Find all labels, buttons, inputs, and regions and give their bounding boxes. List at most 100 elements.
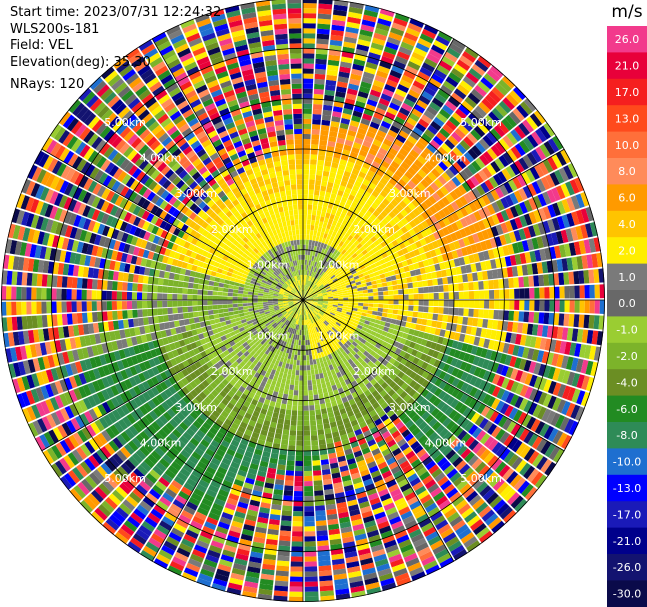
radar-gate: [316, 281, 321, 286]
radar-gate: [303, 118, 312, 125]
radar-gate: [470, 129, 482, 141]
radar-gate: [396, 50, 411, 61]
radar-gate: [459, 139, 471, 151]
radar-gate: [381, 330, 388, 337]
radar-gate: [352, 307, 358, 312]
radar-gate: [388, 304, 394, 309]
radar-gate: [357, 252, 364, 259]
radar-gate: [349, 280, 356, 285]
radar-gate: [588, 269, 595, 284]
radar-gate: [448, 292, 454, 300]
radar-gate: [389, 270, 396, 277]
radar-gate: [318, 276, 324, 282]
radar-gate: [309, 282, 313, 287]
radar-gate: [312, 235, 317, 241]
radar-gate: [502, 418, 513, 431]
radar-gate: [312, 250, 316, 257]
radar-gate: [556, 432, 568, 447]
radar-gate: [304, 571, 318, 577]
radar-gate: [420, 151, 431, 161]
radar-gate: [428, 195, 437, 205]
radar-gate: [304, 475, 313, 482]
radar-gate: [508, 111, 521, 125]
radar-gate: [332, 183, 340, 190]
radar-gate: [285, 475, 294, 481]
radar-gate: [377, 65, 390, 74]
radar-gate: [403, 265, 410, 273]
radar-gate: [397, 249, 404, 257]
radar-gate: [374, 198, 382, 206]
radar-gate: [458, 351, 466, 361]
radar-gate: [478, 169, 488, 182]
radar-gate: [465, 71, 480, 84]
radar-gate: [468, 308, 474, 317]
radar-gate: [320, 185, 327, 192]
radar-gate: [363, 108, 374, 117]
radar-gate: [323, 255, 328, 261]
radar-gate: [304, 290, 308, 296]
radar-gate: [551, 353, 560, 367]
radar-gate: [356, 95, 368, 104]
radar-gate: [489, 300, 495, 309]
radar-gate: [342, 304, 349, 307]
radar-gate: [490, 189, 500, 201]
radar-gate: [411, 256, 418, 264]
radar-gate: [463, 291, 470, 300]
radar-gate: [450, 201, 460, 211]
radar-gate: [380, 55, 394, 65]
radar-gate: [509, 394, 520, 407]
radar-gate: [417, 37, 432, 49]
radar-gate: [330, 29, 344, 37]
radar-gate: [321, 289, 327, 293]
radar-gate: [317, 226, 323, 232]
radar-gate: [393, 195, 403, 204]
radar-gate: [505, 93, 519, 107]
radar-gate: [316, 246, 320, 253]
radar-gate: [319, 264, 323, 270]
radar-gate: [406, 153, 417, 163]
radar-gate: [391, 97, 403, 107]
radar-gate: [556, 326, 564, 340]
radar-gate: [393, 93, 405, 103]
radar-gate: [317, 303, 323, 306]
radar-gate: [461, 342, 469, 352]
radar-gate: [306, 365, 311, 371]
radar-gate: [340, 230, 347, 237]
radar-gate: [305, 239, 309, 245]
radar-gate: [426, 105, 438, 116]
radar-gate: [312, 296, 318, 299]
radar-gate: [540, 176, 551, 191]
radar-gate: [303, 365, 307, 371]
radar-gate: [589, 284, 595, 299]
radar-gate: [599, 300, 605, 314]
radar-gate: [436, 321, 443, 329]
radar-gate: [326, 290, 333, 294]
radar-gate: [347, 289, 353, 293]
radar-gate: [391, 65, 404, 75]
radar-gate: [365, 328, 372, 334]
radar-gate: [426, 82, 439, 93]
radar-gate: [373, 156, 383, 165]
radar-gate: [507, 321, 514, 332]
radar-gate: [408, 305, 414, 311]
radar-gate: [366, 169, 376, 178]
radar-gate: [470, 263, 477, 273]
radar-gate: [448, 42, 464, 55]
radar-gate: [364, 262, 371, 268]
radar-gate: [315, 515, 327, 522]
radar-gate: [377, 254, 384, 261]
radar-gate: [399, 200, 408, 209]
radar-gate: [365, 186, 374, 195]
radar-gate: [477, 271, 484, 281]
radar-gate: [339, 314, 346, 319]
radar-gate: [468, 67, 483, 80]
radar-gate: [276, 469, 286, 476]
radar-gate: [464, 215, 473, 226]
radar-gate: [319, 253, 324, 259]
radar-gate: [356, 243, 363, 250]
radar-gate: [362, 323, 369, 329]
radar-gate: [548, 273, 555, 286]
radar-gate: [504, 114, 518, 128]
radar-gate: [316, 383, 322, 390]
radar-gate: [316, 169, 323, 176]
